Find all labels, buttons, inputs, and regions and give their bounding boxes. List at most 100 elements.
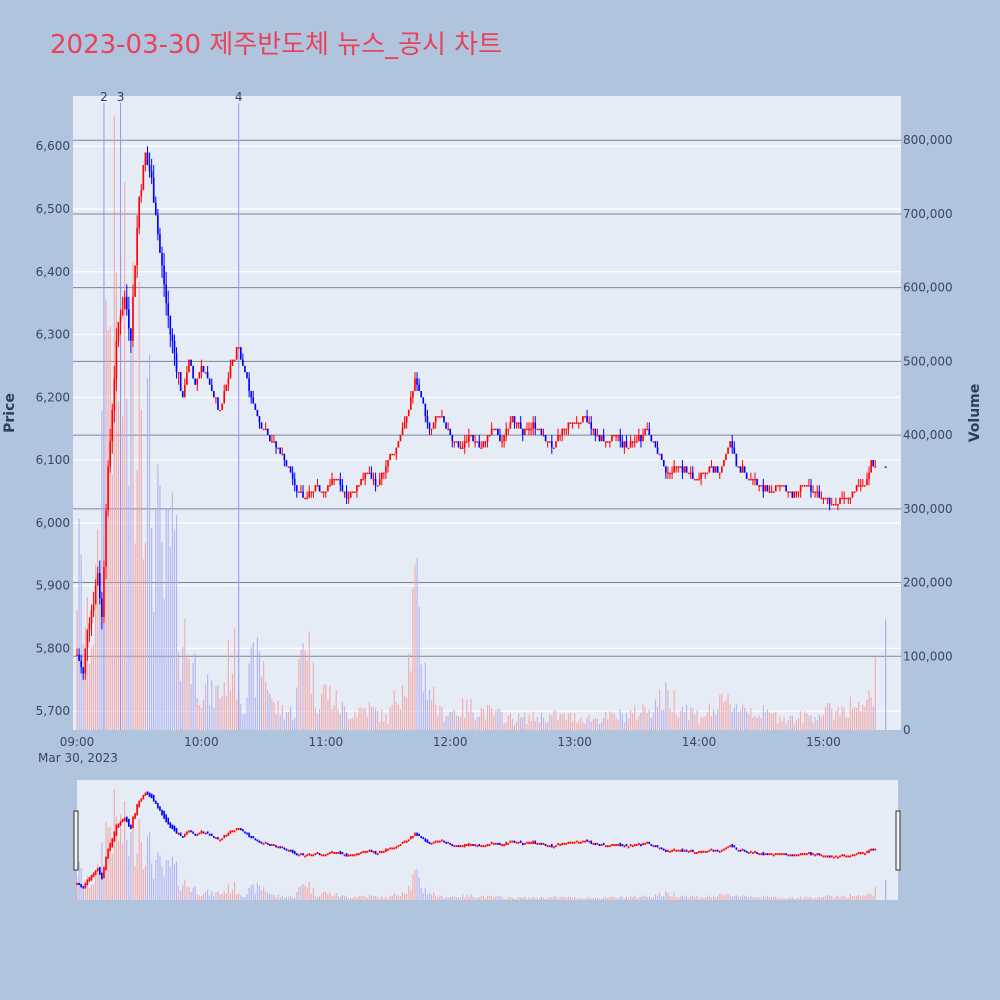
volume-bar <box>140 409 142 730</box>
slider-candle <box>190 830 192 833</box>
volume-bar <box>630 710 632 730</box>
slider-volume-bar <box>298 887 300 900</box>
candle-body <box>215 397 217 399</box>
volume-bar <box>416 558 418 730</box>
volume-bar <box>352 718 354 730</box>
candle-body <box>658 453 661 456</box>
candle-body <box>511 416 514 423</box>
volume-bar <box>277 700 279 730</box>
candle-body <box>418 384 420 392</box>
slider-volume-bar <box>395 894 397 900</box>
range-slider-preview <box>76 789 887 900</box>
candle-body <box>219 409 221 412</box>
slider-volume-bar <box>773 896 775 900</box>
slider-volume-bar <box>731 896 733 900</box>
volume-bar <box>553 710 555 730</box>
slider-candle <box>266 842 269 845</box>
slider-volume-bar <box>576 898 578 900</box>
slider-candle <box>424 838 427 842</box>
slider-candle <box>248 832 250 838</box>
slider-volume-bar <box>408 886 410 900</box>
slider-volume-bar <box>354 896 356 900</box>
slider-candle <box>859 852 862 855</box>
volume-bar <box>692 708 694 730</box>
slider-volume-bar <box>101 842 103 900</box>
slider-volume-bar <box>885 880 887 900</box>
slider-volume-bar <box>231 889 234 900</box>
candle-body <box>161 252 163 266</box>
volume-bar <box>289 706 292 730</box>
slider-volume-bar <box>428 892 431 900</box>
slider-volume-bar <box>808 897 810 900</box>
candle-body <box>329 485 331 487</box>
slider-candle <box>810 852 812 856</box>
candle-body <box>482 441 485 448</box>
candle-body <box>824 497 827 500</box>
candle-body <box>656 447 659 454</box>
slider-candle <box>308 853 311 856</box>
slider-candle <box>221 838 223 841</box>
range-slider-left-handle[interactable] <box>73 810 79 871</box>
candle-body <box>772 491 775 493</box>
candle-body <box>577 422 580 424</box>
slider-volume-bar <box>513 899 516 900</box>
candle-body <box>849 497 852 500</box>
candle-body <box>623 441 626 448</box>
slider-candle <box>760 853 763 856</box>
candle-body <box>665 466 667 473</box>
volume-bar <box>335 689 337 730</box>
volume-bar <box>159 485 161 730</box>
slider-candle <box>349 854 352 857</box>
volume-bar <box>646 713 648 730</box>
slider-candle <box>364 850 367 854</box>
slider-volume-bar <box>748 897 750 900</box>
volume-bar <box>497 709 499 730</box>
candle-body <box>80 660 82 668</box>
slider-volume-bar <box>169 866 171 900</box>
volume-bar <box>567 713 569 730</box>
slider-volume-bar <box>692 896 694 900</box>
slider-candle <box>335 852 338 854</box>
candle-body <box>103 566 105 618</box>
slider-volume-bar <box>752 897 754 900</box>
volume-bar <box>385 713 387 730</box>
slider-volume-bar <box>225 893 227 900</box>
slider-volume-bar <box>642 895 644 900</box>
candle-body <box>497 428 499 435</box>
range-slider-background[interactable] <box>77 780 898 900</box>
slider-volume-bar <box>746 896 748 900</box>
volume-bar <box>623 722 625 730</box>
slider-candle <box>866 850 868 854</box>
volume-bar <box>412 588 414 730</box>
slider-volume-bar <box>457 897 460 900</box>
candle-body <box>847 497 850 500</box>
candle-body <box>609 441 611 443</box>
candle-body <box>766 485 769 492</box>
volume-bar <box>298 659 300 730</box>
volume-bar <box>849 696 851 730</box>
slider-candle <box>123 817 126 822</box>
volume-bar <box>304 650 306 730</box>
candle-body <box>737 466 740 468</box>
candle-body <box>644 428 646 435</box>
slider-candle <box>389 847 391 850</box>
candle-body <box>349 491 352 498</box>
slider-candle <box>331 850 333 854</box>
slider-volume-bar <box>323 891 325 900</box>
slider-candle <box>521 842 524 846</box>
volume-bar <box>864 706 866 730</box>
candle-body <box>306 497 308 500</box>
candle-body <box>598 434 601 442</box>
time-tick-label: 12:00 <box>433 735 468 749</box>
slider-volume-bar <box>715 897 717 900</box>
slider-volume-bar <box>209 895 211 900</box>
slider-candle <box>285 848 288 851</box>
slider-volume-bar <box>480 896 482 900</box>
slider-candle <box>789 854 792 857</box>
range-slider-right-handle[interactable] <box>895 810 901 871</box>
volume-bar <box>358 708 360 730</box>
slider-volume-bar <box>613 896 615 900</box>
volume-bar <box>619 709 621 730</box>
slider-candle <box>806 853 808 856</box>
